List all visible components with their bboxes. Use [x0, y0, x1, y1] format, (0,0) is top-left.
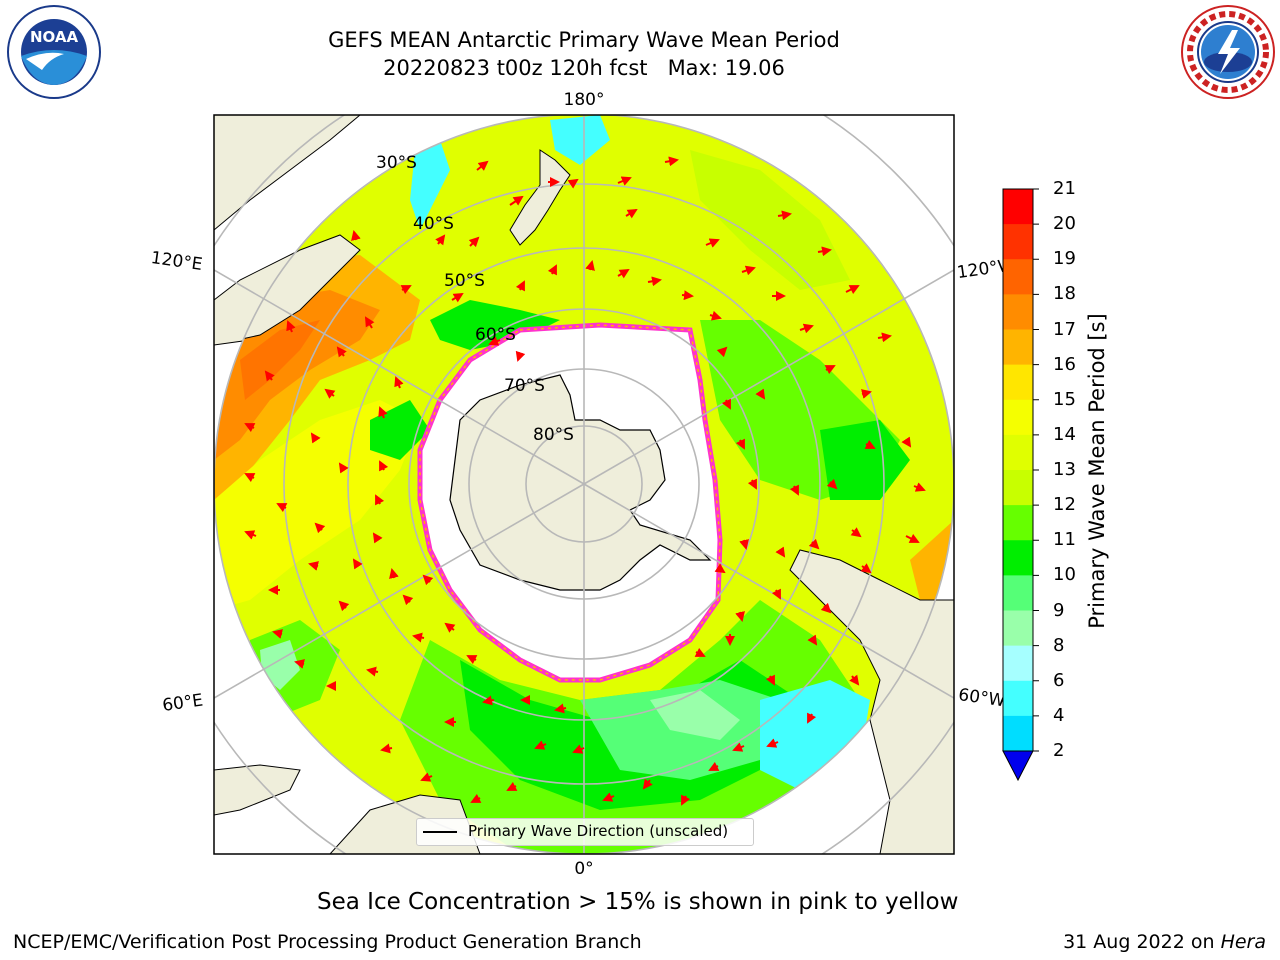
colorbar-segment — [1003, 294, 1033, 330]
chart-subtitle: 20220823 t00z 120h fcst Max: 19.06 — [383, 56, 785, 80]
sea-ice-caption: Sea Ice Concentration > 15% is shown in … — [317, 889, 959, 915]
colorbar-tick-label: 10 — [1053, 564, 1076, 586]
colorbar-tick-label: 14 — [1053, 423, 1076, 445]
colorbar-label: Primary Wave Mean Period [s] — [1085, 313, 1109, 629]
colorbar-segment — [1003, 540, 1033, 576]
footer-machine: Hera — [1220, 931, 1266, 953]
colorbar-segment — [1003, 259, 1033, 295]
lat-label-40: 40°S — [413, 214, 454, 234]
colorbar-tick-label: 11 — [1053, 529, 1076, 551]
colorbar-tick-label: 2 — [1053, 740, 1065, 761]
colorbar-segment — [1003, 189, 1033, 225]
colorbar-tick-label: 12 — [1053, 494, 1076, 516]
wave-direction-arrows — [244, 156, 926, 806]
colorbar-segment — [1003, 399, 1033, 436]
colorbar — [1002, 188, 1039, 782]
colorbar-segment — [1003, 505, 1033, 541]
lon-label-left-lower: 60°E — [161, 691, 204, 716]
chart-title: GEFS MEAN Antarctic Primary Wave Mean Pe… — [328, 28, 840, 52]
colorbar-segment — [1003, 364, 1033, 401]
colorbar-tick-label: 21 — [1053, 178, 1076, 199]
nws-logo — [1181, 5, 1275, 99]
colorbar-tick-label: 6 — [1053, 669, 1065, 691]
colorbar-segment — [1003, 434, 1033, 471]
lat-label-80: 80°S — [533, 425, 574, 445]
colorbar-tick-label: 19 — [1053, 248, 1076, 270]
legend-line-swatch — [423, 831, 457, 833]
colorbar-segment — [1003, 610, 1033, 647]
map-legend: Primary Wave Direction (unscaled) — [416, 818, 754, 846]
colorbar-segment — [1003, 575, 1033, 611]
svg-text:NOAA: NOAA — [30, 28, 79, 46]
colorbar-segment — [1003, 224, 1033, 260]
colorbar-segment — [1003, 470, 1033, 506]
colorbar-tick-label: 16 — [1053, 353, 1076, 375]
lat-label-60: 60°S — [475, 325, 516, 345]
colorbar-tick-label: 4 — [1053, 704, 1065, 726]
lat-label-70: 70°S — [504, 376, 545, 396]
noaa-logo: NOAA — [7, 5, 101, 99]
colorbar-tick-label: 17 — [1053, 318, 1076, 340]
colorbar-tick-label: 9 — [1053, 599, 1065, 621]
colorbar-tick-label: 8 — [1053, 634, 1065, 656]
colorbar-segment — [1003, 715, 1033, 752]
footer-date: 31 Aug 2022 on Hera — [1063, 931, 1266, 953]
colorbar-segment — [1003, 645, 1033, 682]
colorbar-tick-label: 18 — [1053, 283, 1076, 305]
colorbar-segment — [1003, 680, 1033, 717]
colorbar-tick-label: 20 — [1053, 213, 1076, 235]
colorbar-tick-label: 15 — [1053, 388, 1076, 410]
lat-label-50: 50°S — [444, 271, 485, 291]
lon-label-left-upper: 120°E — [150, 248, 204, 275]
footer-credit: NCEP/EMC/Verification Post Processing Pr… — [13, 931, 642, 953]
lon-label-top: 180° — [564, 90, 605, 110]
legend-label: Primary Wave Direction (unscaled) — [468, 822, 729, 840]
colorbar-tick-label: 13 — [1053, 459, 1076, 480]
colorbar-segment — [1003, 329, 1033, 366]
lat-label-30: 30°S — [376, 153, 417, 173]
lon-label-bottom: 0° — [574, 859, 593, 879]
colorbar-extend — [1002, 750, 1034, 782]
